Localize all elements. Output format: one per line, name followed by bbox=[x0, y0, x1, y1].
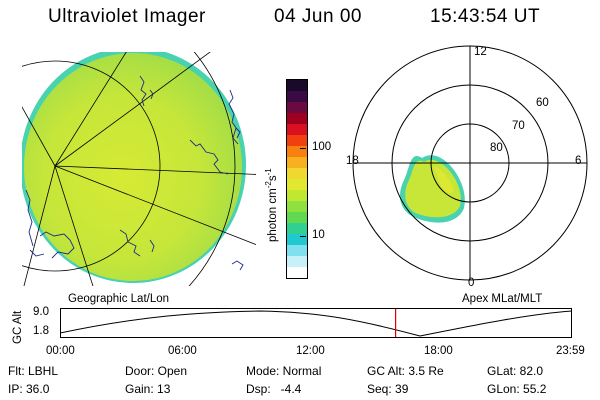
apex-label: Apex MLat/MLT bbox=[462, 293, 543, 305]
info-mode: Mode: Normal bbox=[246, 364, 322, 378]
timeline-plot bbox=[60, 308, 572, 338]
colorbar-band bbox=[287, 223, 307, 235]
date-label: 04 Jun 00 bbox=[274, 6, 362, 27]
timeline-xtick-3: 18:00 bbox=[424, 345, 453, 357]
info-gain: Gain: 13 bbox=[125, 382, 171, 396]
colorbar-band bbox=[287, 80, 307, 92]
colorbar-unit-label: photon cm-2s-1 bbox=[264, 168, 279, 242]
timeline-xtick-1: 06:00 bbox=[168, 345, 197, 357]
info-gc-alt: GC Alt: 3.5 Re bbox=[367, 364, 444, 378]
info-seq: Seq: 39 bbox=[367, 382, 409, 396]
colorbar-band bbox=[287, 135, 307, 147]
instrument-title: Ultraviolet Imager bbox=[48, 6, 206, 27]
info-glon: GLon: 55.2 bbox=[487, 382, 547, 396]
time-label: 15:43:54 UT bbox=[430, 6, 541, 27]
geographic-label: Geographic Lat/Lon bbox=[68, 293, 170, 305]
colorbar-band bbox=[287, 201, 307, 213]
info-dsp: Dsp: -4.4 bbox=[246, 382, 302, 396]
timeline-ytick-9: 9.0 bbox=[33, 306, 49, 318]
colorbar-tick-mark-10 bbox=[300, 236, 306, 237]
timeline-xtick-2: 12:00 bbox=[296, 345, 325, 357]
timeline-ytick-1-8: 1.8 bbox=[33, 325, 49, 337]
mlt-label-6: 6 bbox=[575, 155, 582, 167]
info-ip: IP: 36.0 bbox=[8, 382, 50, 396]
colorbar-band bbox=[287, 245, 307, 257]
colorbar-band bbox=[287, 157, 307, 169]
geographic-image bbox=[22, 52, 256, 286]
colorbar-band bbox=[287, 179, 307, 191]
colorbar-band bbox=[287, 212, 307, 224]
colorbar-band bbox=[287, 124, 307, 136]
colorbar-band bbox=[287, 146, 307, 158]
mlt-label-12: 12 bbox=[474, 46, 487, 58]
colorbar-band bbox=[287, 113, 307, 125]
colorbar-band bbox=[287, 190, 307, 202]
apex-polar-plot bbox=[352, 45, 588, 281]
colorbar-tick-mark-100 bbox=[300, 148, 306, 149]
colorbar-band bbox=[287, 267, 307, 278]
mlt-label-0: 0 bbox=[468, 277, 475, 289]
lat-label-70: 70 bbox=[512, 120, 525, 132]
colorbar-band bbox=[287, 102, 307, 114]
lat-label-60: 60 bbox=[536, 97, 549, 109]
info-door: Door: Open bbox=[125, 364, 188, 378]
timeline-xtick-4: 23:59 bbox=[556, 345, 585, 357]
lat-label-80: 80 bbox=[490, 142, 503, 154]
colorbar-band bbox=[287, 91, 307, 103]
colorbar-tick-100: 100 bbox=[312, 141, 332, 153]
timeline-ylabel: GC Alt bbox=[12, 310, 24, 344]
colorbar-band bbox=[287, 234, 307, 246]
colorbar-band bbox=[287, 168, 307, 180]
info-filter: Flt: LBHL bbox=[8, 364, 59, 378]
mlt-label-18: 18 bbox=[346, 155, 359, 167]
info-glat: GLat: 82.0 bbox=[487, 364, 544, 378]
colorbar bbox=[286, 79, 308, 279]
colorbar-band bbox=[287, 256, 307, 268]
colorbar-tick-10: 10 bbox=[312, 229, 325, 241]
timeline-xtick-0: 00:00 bbox=[46, 345, 75, 357]
